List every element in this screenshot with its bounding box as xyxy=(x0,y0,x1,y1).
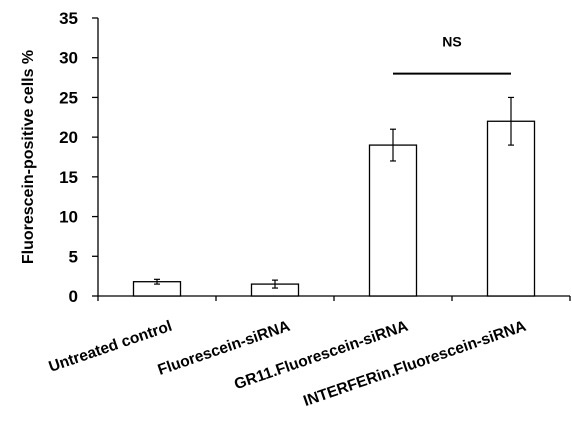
y-tick-label: 30 xyxy=(59,49,78,68)
y-tick-label: 15 xyxy=(59,168,78,187)
bar xyxy=(486,120,536,297)
category-label: INTERFERin.Fluorescein-siRNA xyxy=(301,318,528,410)
category-labels: Untreated controlFluorescein-siRNAGR11.F… xyxy=(47,318,529,410)
bars-group xyxy=(132,120,536,297)
bar xyxy=(368,144,418,297)
significance-label: NS xyxy=(442,34,461,50)
y-tick-label: 0 xyxy=(69,287,78,306)
y-tick-label: 20 xyxy=(59,128,78,147)
y-tick-label: 35 xyxy=(59,9,78,28)
error-bars-group xyxy=(154,96,514,289)
y-tick-label: 5 xyxy=(69,247,78,266)
y-tick-label: 10 xyxy=(59,208,78,227)
y-axis-title: Fluorescein-positive cells % xyxy=(20,50,37,264)
x-axis xyxy=(97,295,571,301)
category-label: Untreated control xyxy=(47,318,175,376)
y-tick-label: 25 xyxy=(59,88,78,107)
annotations-group: NS xyxy=(393,34,511,75)
y-axis: 0 5 10 15 20 25 30 35 xyxy=(59,9,99,306)
